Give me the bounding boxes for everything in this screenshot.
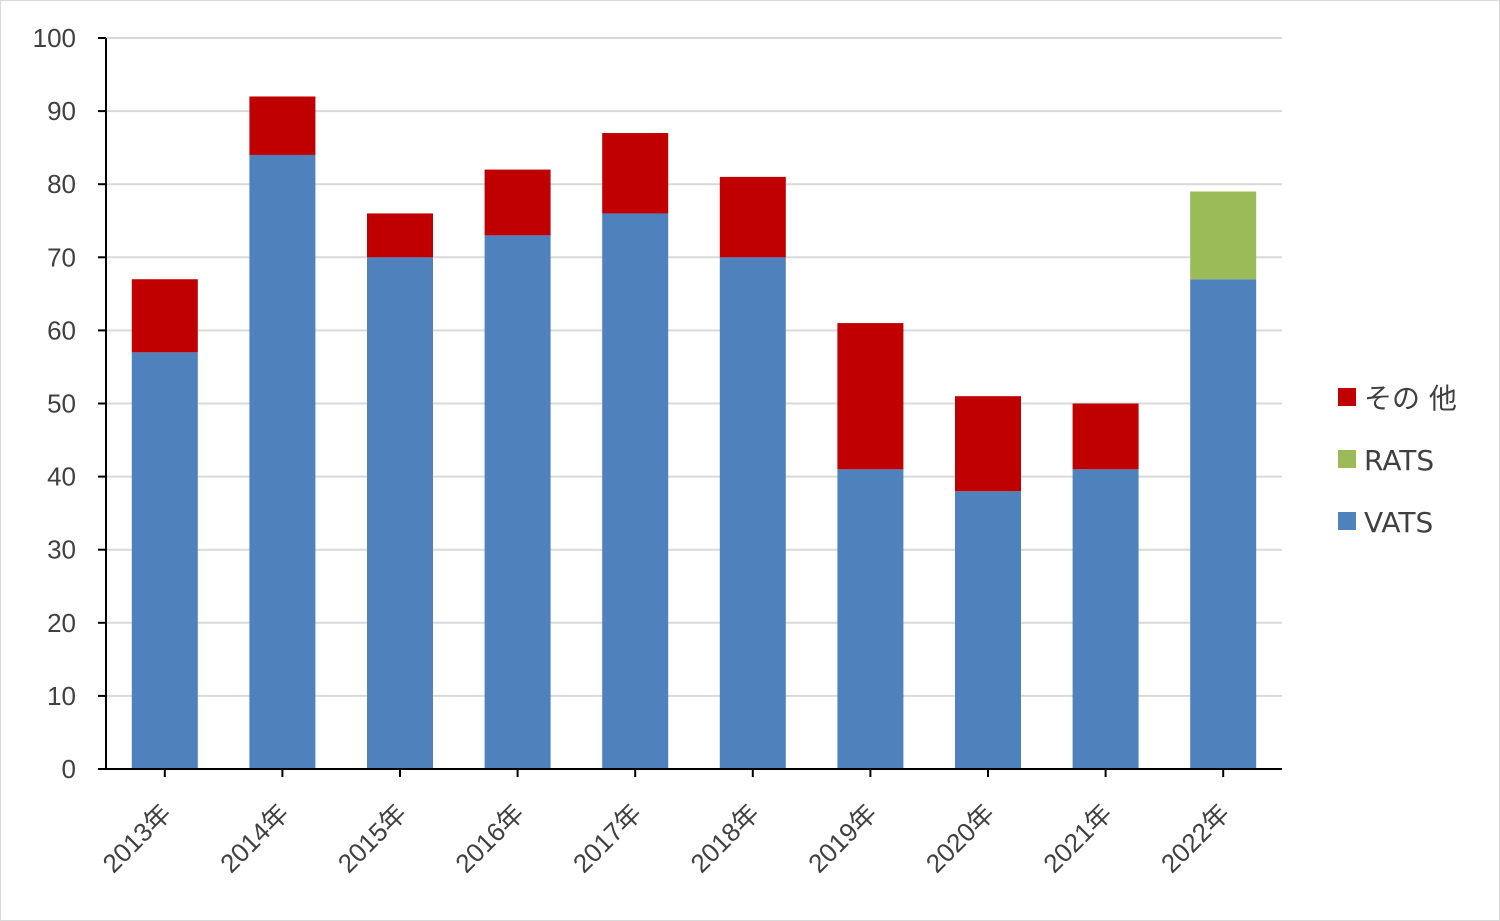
x-tick-label: 2021年: [1037, 798, 1117, 878]
bar-segment-vats: [1072, 469, 1139, 769]
legend-label: その 他: [1364, 382, 1457, 415]
y-tick-label: 80: [47, 169, 76, 199]
x-tick-label: 2015年: [332, 798, 412, 878]
y-tick-label: 90: [47, 96, 76, 126]
legend-swatch: [1338, 388, 1356, 406]
bar-segment-その他: [602, 133, 669, 214]
x-tick-label: 2019年: [802, 798, 882, 878]
bar-segment-vats: [837, 469, 904, 769]
bar-segment-その他: [367, 213, 433, 258]
legend-label: RATS: [1364, 444, 1434, 477]
x-tick-label: 2022年: [1155, 798, 1235, 878]
bar-segment-その他: [1072, 403, 1139, 470]
x-tick-label: 2018年: [685, 798, 765, 878]
x-tick-labels: 2013年 2014年 2015年 2016年 2017年 2018年 2019年 2020年…: [97, 798, 1236, 878]
bar-segment-vats: [131, 352, 198, 769]
y-tick-label: 70: [47, 242, 76, 272]
bar-segment-その他: [131, 279, 198, 353]
bar-segment-vats: [719, 257, 786, 769]
x-tick-label: 2013年: [97, 798, 177, 878]
y-tick-label: 100: [33, 23, 76, 53]
bar-segment-vats: [1190, 279, 1257, 769]
bar-segment-rats: [1190, 191, 1257, 280]
bar-segment-vats: [249, 154, 316, 769]
legend-swatch: [1338, 450, 1356, 468]
y-tick-label: 60: [47, 315, 76, 345]
y-tick-label: 50: [47, 389, 76, 419]
bar-segment-vats: [602, 213, 669, 769]
y-tick-label: 40: [47, 462, 76, 492]
y-tick-label: 20: [47, 608, 76, 638]
y-tick-labels: 0 10 20 30 40 50 60 70 80 90 100: [33, 23, 76, 784]
bar-segment-vats: [955, 491, 1021, 769]
bar-segment-その他: [719, 176, 786, 258]
x-tick-label: 2020年: [920, 798, 1000, 878]
legend-swatch: [1338, 512, 1356, 530]
legend-label: VATS: [1364, 506, 1433, 539]
x-tick-label: 2016年: [449, 798, 529, 878]
x-tick-label: 2017年: [567, 798, 647, 878]
bar-segment-その他: [837, 323, 904, 470]
bar-segment-その他: [955, 396, 1021, 492]
axes: [98, 37, 1282, 777]
y-tick-label: 30: [47, 535, 76, 565]
y-tick-label: 10: [47, 681, 76, 711]
legend: その 他 RATS VATS: [1338, 382, 1457, 539]
x-tick-label: 2014年: [214, 798, 294, 878]
bars: [131, 96, 1257, 769]
bar-segment-その他: [249, 96, 316, 155]
bar-segment-その他: [484, 169, 551, 236]
y-tick-label: 0: [62, 754, 76, 784]
bar-segment-vats: [367, 257, 433, 769]
bar-segment-vats: [484, 235, 551, 769]
